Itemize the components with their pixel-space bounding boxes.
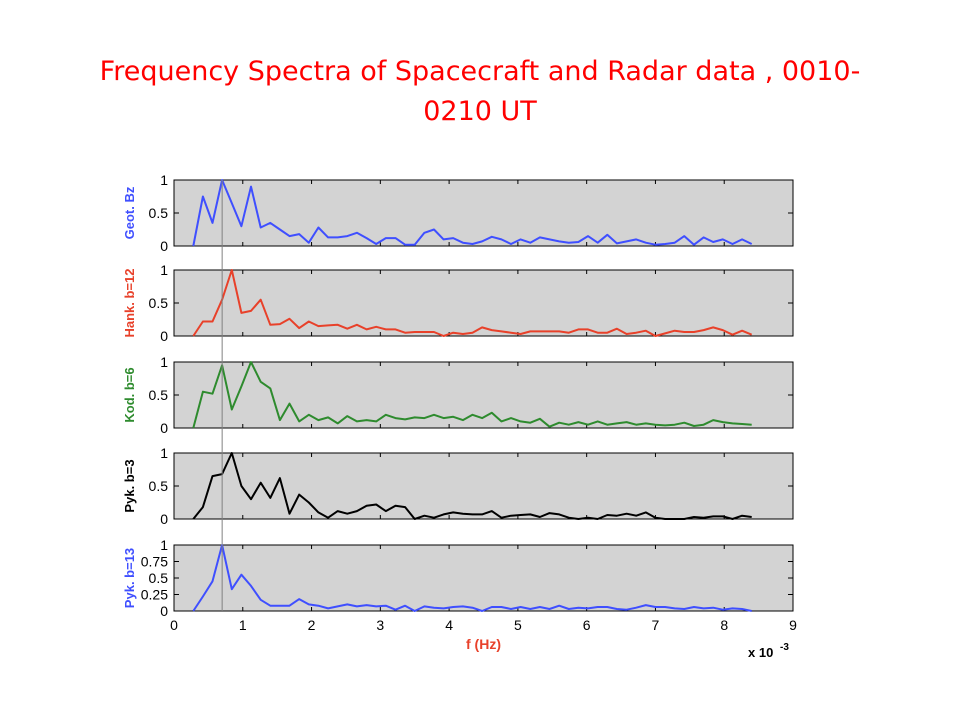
panel-5-ytick-label: 0 <box>160 603 168 619</box>
panel-5-background <box>173 544 794 612</box>
panel-5-ylabel: Pyk. b=13 <box>122 548 137 608</box>
xtick-label: 9 <box>789 617 797 633</box>
slide-title-line-2: 0210 UT <box>423 96 537 127</box>
panel-4-ytick-label: 0 <box>160 511 168 527</box>
panel-5-ytick-label: 0.75 <box>141 554 168 570</box>
panel-5-series-line <box>192 544 752 612</box>
panel-5-ytick-label: 0.25 <box>141 587 168 603</box>
panel-2-background <box>173 269 794 337</box>
panel-1-ytick-label: 1 <box>160 172 168 188</box>
xtick-label: 7 <box>652 617 660 633</box>
panel-2-ytick-label: 1 <box>160 262 168 278</box>
xtick-label: 1 <box>239 617 247 633</box>
panel-3-ytick-label: 0.5 <box>149 387 169 403</box>
panel-4-ytick-label: 0.5 <box>149 478 169 494</box>
panel-5-ytick-label: 1 <box>160 537 168 553</box>
panel-2-ylabel: Hank. b=12 <box>122 268 137 337</box>
panel-4-ytick-label: 1 <box>160 445 168 461</box>
panel-1-ylabel: Geot. Bz <box>122 186 137 239</box>
panel-1-series-line <box>192 179 753 247</box>
panel-1-background <box>173 179 794 247</box>
panel-2-series-line <box>192 269 753 337</box>
x-multiplier: x 10 <box>748 645 773 660</box>
x-multiplier-exponent: -3 <box>780 642 789 653</box>
xtick-label: 6 <box>583 617 591 633</box>
xtick-label: 5 <box>514 617 522 633</box>
panel-3-series-line <box>192 361 752 429</box>
panel-4-series-line <box>192 452 752 520</box>
panel-2-ytick-label: 0 <box>160 328 168 344</box>
x-axis-label: f (Hz) <box>466 636 501 652</box>
xtick-label: 8 <box>720 617 728 633</box>
xtick-label: 0 <box>170 617 178 633</box>
panel-3-ylabel: Kod. b=6 <box>122 367 137 422</box>
panel-2-ytick-label: 0.5 <box>149 295 169 311</box>
panel-1-ytick-label: 0.5 <box>149 205 169 221</box>
panel-3-ytick-label: 0 <box>160 420 168 436</box>
xtick-label: 4 <box>445 617 453 633</box>
panel-1-ytick-label: 0 <box>160 238 168 254</box>
panel-4-background <box>173 452 794 520</box>
slide-title: Frequency Spectra of Spacecraft and Rada… <box>40 52 920 132</box>
slide-title-line-1: Frequency Spectra of Spacecraft and Rada… <box>99 56 861 87</box>
panel-3-ytick-label: 1 <box>160 354 168 370</box>
panel-5-ytick-label: 0.5 <box>149 570 169 586</box>
panel-4-ylabel: Pyk. b=3 <box>122 459 137 512</box>
xtick-label: 2 <box>308 617 316 633</box>
xtick-label: 3 <box>376 617 384 633</box>
